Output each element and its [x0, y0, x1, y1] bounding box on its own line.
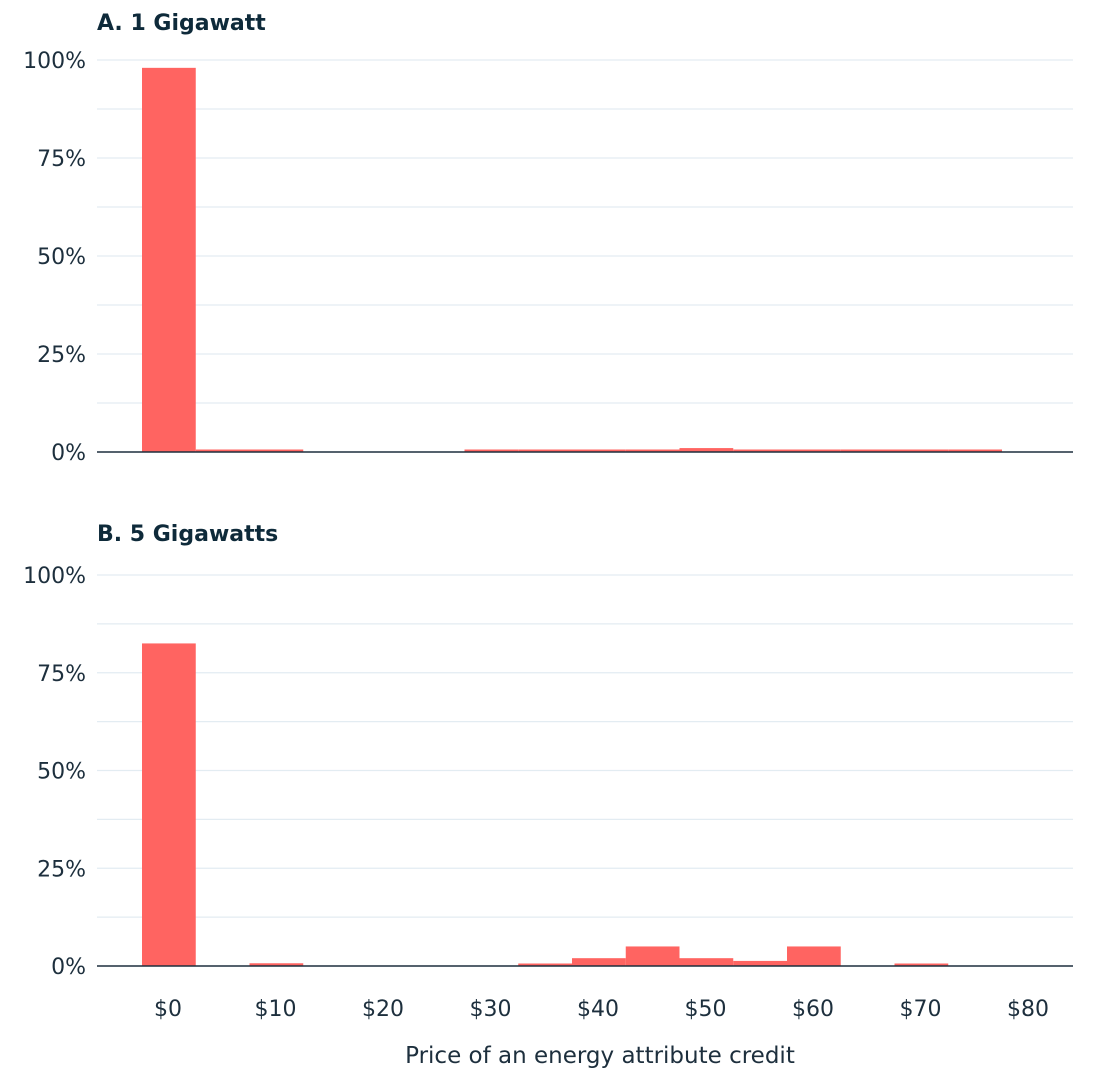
histogram-bar [249, 963, 304, 966]
y-tick-label: 0% [51, 441, 86, 466]
y-tick-label: 100% [23, 564, 86, 589]
histogram-bar [679, 958, 734, 966]
histogram-bar [142, 643, 196, 966]
panel-5-gigawatts: B. 5 Gigawatts 0% 25% 50% 75% 100% [23, 522, 1073, 980]
y-tick-label: 25% [37, 857, 86, 882]
histogram-bar [679, 448, 734, 452]
histogram-bar [518, 963, 572, 966]
y-tick-label: 50% [37, 760, 86, 785]
x-tick-label: $80 [1007, 997, 1049, 1022]
x-tick-label: $50 [685, 997, 727, 1022]
histogram-bar [787, 449, 841, 452]
histogram-bar [195, 449, 250, 452]
y-tick-label: 100% [23, 49, 86, 74]
histogram-bar [733, 449, 787, 452]
panel-a-bars [142, 67, 1002, 452]
y-tick-label: 50% [37, 245, 86, 270]
histogram-bar [894, 963, 949, 966]
panel-b-y-axis: 0% 25% 50% 75% 100% [23, 564, 86, 980]
y-tick-label: 0% [51, 955, 86, 980]
histogram-bar [142, 67, 196, 452]
x-tick-label: $20 [362, 997, 404, 1022]
histogram-bar [572, 958, 626, 966]
histogram-bar [625, 946, 680, 966]
histogram-bar [572, 449, 626, 452]
histogram-bar [894, 449, 949, 452]
x-tick-label: $10 [255, 997, 297, 1022]
y-tick-label: 75% [37, 662, 86, 687]
histogram-bar [948, 449, 1002, 452]
x-tick-label: $40 [577, 997, 619, 1022]
x-tick-label: $30 [470, 997, 512, 1022]
histogram-bar [787, 946, 841, 966]
panel-1-gigawatt: A. 1 Gigawatt 0% 25% 50% 75% 100% [23, 11, 1073, 466]
x-tick-label: $60 [792, 997, 834, 1022]
histogram-bar [840, 449, 895, 452]
histogram-bar [625, 449, 680, 452]
x-axis-label: Price of an energy attribute credit [405, 1043, 795, 1069]
panel-a-title: A. 1 Gigawatt [97, 11, 266, 36]
y-tick-label: 75% [37, 147, 86, 172]
histogram-bar [518, 449, 572, 452]
y-tick-label: 25% [37, 343, 86, 368]
x-axis: $0 $10 $20 $30 $40 $50 $60 $70 $80 [154, 997, 1049, 1022]
histogram-bar [733, 960, 787, 966]
histogram-bar [464, 449, 519, 452]
panel-b-grid [97, 574, 1073, 918]
panel-a-y-axis: 0% 25% 50% 75% 100% [23, 49, 86, 466]
x-tick-label: $0 [154, 997, 182, 1022]
histogram-bar [249, 449, 304, 452]
panel-a-grid [97, 59, 1073, 404]
panel-b-bars [142, 643, 949, 966]
panel-b-title: B. 5 Gigawatts [97, 522, 278, 547]
x-tick-label: $70 [900, 997, 942, 1022]
